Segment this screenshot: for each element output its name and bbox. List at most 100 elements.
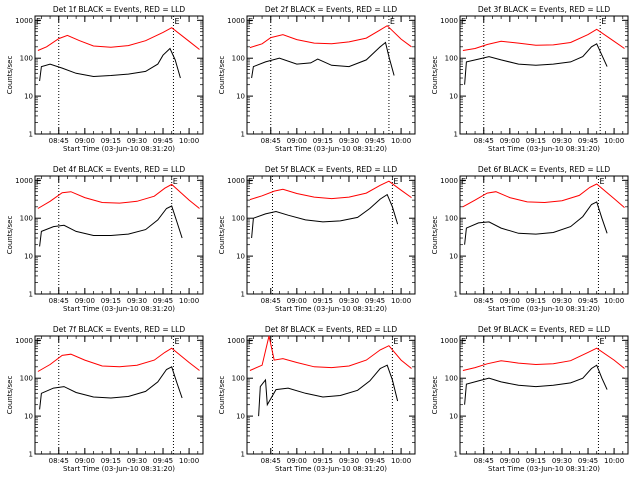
bracket-label: E <box>393 337 398 346</box>
bracket-label: E <box>461 177 466 186</box>
y-tick-label: 10 <box>24 253 33 261</box>
y-tick-label: 100 <box>445 215 458 223</box>
x-tick-label: 09:30 <box>552 137 572 145</box>
y-tick-label: 10 <box>449 253 458 261</box>
plot-title: Det 2f BLACK = Events, RED = LLD <box>265 5 398 14</box>
x-tick-label: 09:00 <box>287 137 307 145</box>
y-axis-label: Counts/sec <box>6 56 14 95</box>
y-tick-label: 1000 <box>227 17 245 25</box>
y-tick-label: 100 <box>232 55 245 63</box>
y-tick-label: 10 <box>24 413 33 421</box>
y-tick-label: 10 <box>449 413 458 421</box>
x-tick-label: 09:00 <box>75 137 95 145</box>
bracket-label: E <box>173 177 178 186</box>
x-tick-label: 08:45 <box>49 457 69 465</box>
x-tick-label: 09:00 <box>287 457 307 465</box>
y-axis-label: Counts/sec <box>6 216 14 255</box>
x-tick-label: 09:30 <box>339 457 359 465</box>
detector-plot-9: Det 9f BLACK = Events, RED = LLD 1 10 100 10… <box>431 325 629 473</box>
plot-title: Det 6f BLACK = Events, RED = LLD <box>478 165 611 174</box>
plot-frame <box>246 15 416 135</box>
x-tick-label: 09:00 <box>75 457 95 465</box>
bracket-label: E <box>174 17 179 26</box>
x-tick-label: 09:45 <box>578 457 598 465</box>
bracket-label: E <box>461 337 466 346</box>
lld-series-line <box>37 347 200 372</box>
y-tick-label: 10 <box>236 253 245 261</box>
bracket-label: E <box>36 177 41 186</box>
y-tick-label: 10 <box>24 93 33 101</box>
plot-frame <box>459 175 629 295</box>
x-tick-label: 10:00 <box>179 137 199 145</box>
bracket-label: E <box>390 17 395 26</box>
y-tick-label: 10 <box>236 93 245 101</box>
x-tick-label: 10:00 <box>604 137 624 145</box>
lld-series-line <box>249 25 412 49</box>
x-tick-label: 09:30 <box>552 457 572 465</box>
plot-frame <box>246 175 416 295</box>
x-tick-label: 09:00 <box>75 297 95 305</box>
y-tick-label: 100 <box>445 55 458 63</box>
x-axis-label: Start Time (03-Jun-10 08:31:20) <box>63 145 175 153</box>
plot-title: Det 5f BLACK = Events, RED = LLD <box>265 165 398 174</box>
events-series-line <box>464 364 608 405</box>
events-series-line <box>39 47 181 82</box>
x-tick-label: 09:45 <box>578 297 598 305</box>
x-tick-label: 10:00 <box>391 297 411 305</box>
y-tick-label: 1000 <box>15 177 33 185</box>
y-tick-label: 1 <box>454 291 458 299</box>
x-tick-label: 09:00 <box>500 297 520 305</box>
plot-frame <box>34 15 204 135</box>
y-axis-label: Counts/sec <box>218 376 226 415</box>
y-tick-label: 1000 <box>440 337 458 345</box>
detector-plot-4: Det 4f BLACK = Events, RED = LLD 1 10 100 10… <box>6 165 204 313</box>
x-tick-label: 09:15 <box>526 297 546 305</box>
y-tick-label: 100 <box>232 375 245 383</box>
x-tick-label: 09:45 <box>153 137 173 145</box>
x-tick-label: 09:30 <box>339 137 359 145</box>
bracket-label: E <box>248 337 253 346</box>
x-tick-label: 09:15 <box>101 137 121 145</box>
x-tick-label: 09:15 <box>313 457 333 465</box>
x-tick-label: 08:45 <box>261 457 281 465</box>
plot-title: Det 4f BLACK = Events, RED = LLD <box>53 165 186 174</box>
y-tick-label: 1000 <box>440 177 458 185</box>
x-tick-label: 09:45 <box>153 457 173 465</box>
x-axis-label: Start Time (03-Jun-10 08:31:20) <box>275 145 387 153</box>
y-tick-label: 100 <box>232 215 245 223</box>
plot-title: Det 3f BLACK = Events, RED = LLD <box>478 5 611 14</box>
bracket-label: E <box>599 177 604 186</box>
plot-frame <box>459 335 629 455</box>
x-tick-label: 09:15 <box>526 137 546 145</box>
x-tick-label: 09:45 <box>578 137 598 145</box>
x-tick-label: 09:15 <box>526 457 546 465</box>
events-series-line <box>39 205 183 247</box>
events-series-line <box>39 366 183 410</box>
x-tick-label: 09:30 <box>552 297 572 305</box>
x-tick-label: 10:00 <box>391 457 411 465</box>
detector-plot-2: Det 2f BLACK = Events, RED = LLD 1 10 100 10… <box>218 5 416 153</box>
y-tick-label: 1 <box>454 451 458 459</box>
bracket-label: E <box>174 337 179 346</box>
x-tick-label: 09:45 <box>153 297 173 305</box>
x-tick-label: 09:45 <box>365 137 385 145</box>
y-tick-label: 1 <box>29 291 33 299</box>
plot-frame <box>246 335 416 455</box>
y-tick-label: 1000 <box>440 17 458 25</box>
x-tick-label: 09:45 <box>365 297 385 305</box>
bracket-label: E <box>599 337 604 346</box>
y-tick-label: 1 <box>29 451 33 459</box>
x-tick-label: 09:30 <box>127 457 147 465</box>
y-axis-label: Counts/sec <box>218 56 226 95</box>
y-axis-label: Counts/sec <box>431 56 439 95</box>
x-tick-label: 08:45 <box>261 137 281 145</box>
plot-title: Det 9f BLACK = Events, RED = LLD <box>478 325 611 334</box>
y-tick-label: 1 <box>241 131 245 139</box>
y-tick-label: 1000 <box>15 337 33 345</box>
events-series-line <box>464 43 608 85</box>
y-axis-label: Counts/sec <box>431 376 439 415</box>
x-tick-label: 09:00 <box>287 297 307 305</box>
lld-series-line <box>37 27 200 51</box>
lld-series-line <box>462 183 625 208</box>
